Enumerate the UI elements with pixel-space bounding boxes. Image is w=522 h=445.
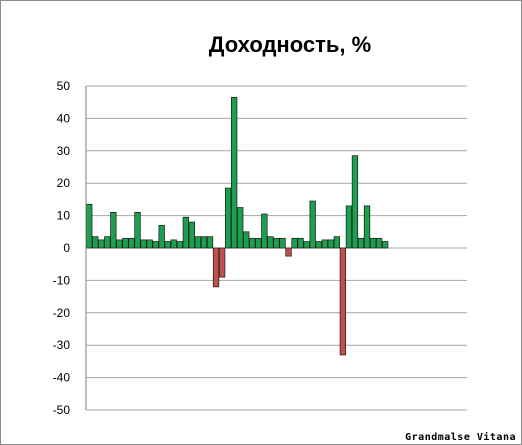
watermark: Grandmalse Vitana [405, 432, 516, 443]
bar-positive [237, 207, 244, 249]
bar-positive [104, 236, 111, 249]
bar-positive [146, 239, 153, 249]
bar-positive [128, 237, 135, 249]
bar-positive [255, 237, 262, 249]
bar-positive [357, 237, 365, 249]
chart-title: Доходность, % [208, 32, 372, 57]
bar-positive [224, 187, 232, 249]
bar-positive [297, 237, 304, 249]
bar-positive [291, 237, 298, 249]
bar-positive [194, 236, 202, 249]
bar-positive [273, 237, 280, 249]
bar-positive [382, 241, 389, 249]
bar-positive [267, 236, 274, 249]
bar-positive [345, 205, 353, 249]
bar-positive [140, 239, 147, 249]
bar-positive [206, 236, 214, 249]
bar-positive [327, 239, 334, 249]
bar-positive [309, 200, 316, 249]
bar-positive [351, 155, 359, 249]
bar-positive [369, 237, 377, 249]
bar-negative [285, 247, 292, 257]
bar-positive [261, 213, 268, 249]
bar-positive [92, 236, 99, 249]
y-tick-label: 10 [57, 209, 71, 223]
bar-positive [231, 96, 238, 249]
bar-positive [152, 241, 159, 249]
bar-negative [212, 247, 220, 288]
y-tick-label: -10 [53, 273, 71, 287]
y-tick-label: -50 [53, 403, 71, 417]
bar-positive [164, 241, 171, 249]
bar-positive [375, 237, 383, 249]
bar-positive [134, 212, 141, 249]
bar-positive [249, 237, 256, 249]
bar-positive [110, 212, 117, 249]
bar-positive [182, 216, 189, 249]
y-tick-label: 40 [57, 111, 71, 125]
y-tick-label: 30 [57, 144, 71, 158]
bar-negative [339, 247, 347, 356]
bar-positive [279, 237, 286, 249]
y-tick-label: -20 [53, 306, 71, 320]
bar-positive [170, 239, 177, 249]
bar-positive [176, 241, 183, 249]
bar-positive [158, 224, 165, 249]
bar-positive [86, 203, 93, 249]
y-tick-label: -30 [53, 338, 71, 352]
bar-positive [98, 239, 105, 249]
bar-positive [333, 236, 340, 249]
y-tick-label: -40 [53, 371, 71, 385]
bar-positive [303, 241, 310, 249]
bars [86, 96, 389, 356]
bar-positive [188, 221, 196, 249]
y-axis-labels: 50 40 30 20 10 0 -10 -20 -30 -40 -50 [53, 79, 71, 417]
bar-positive [243, 231, 250, 249]
bar-positive [315, 241, 322, 249]
bar-positive [200, 236, 208, 249]
bar-positive [116, 239, 123, 249]
y-tick-label: 20 [57, 176, 71, 190]
bar-positive [321, 239, 328, 249]
bar-positive [363, 205, 371, 249]
bar-positive [122, 237, 129, 249]
y-tick-label: 50 [57, 79, 71, 93]
y-tick-label: 0 [63, 241, 70, 255]
bar-negative [218, 247, 226, 278]
